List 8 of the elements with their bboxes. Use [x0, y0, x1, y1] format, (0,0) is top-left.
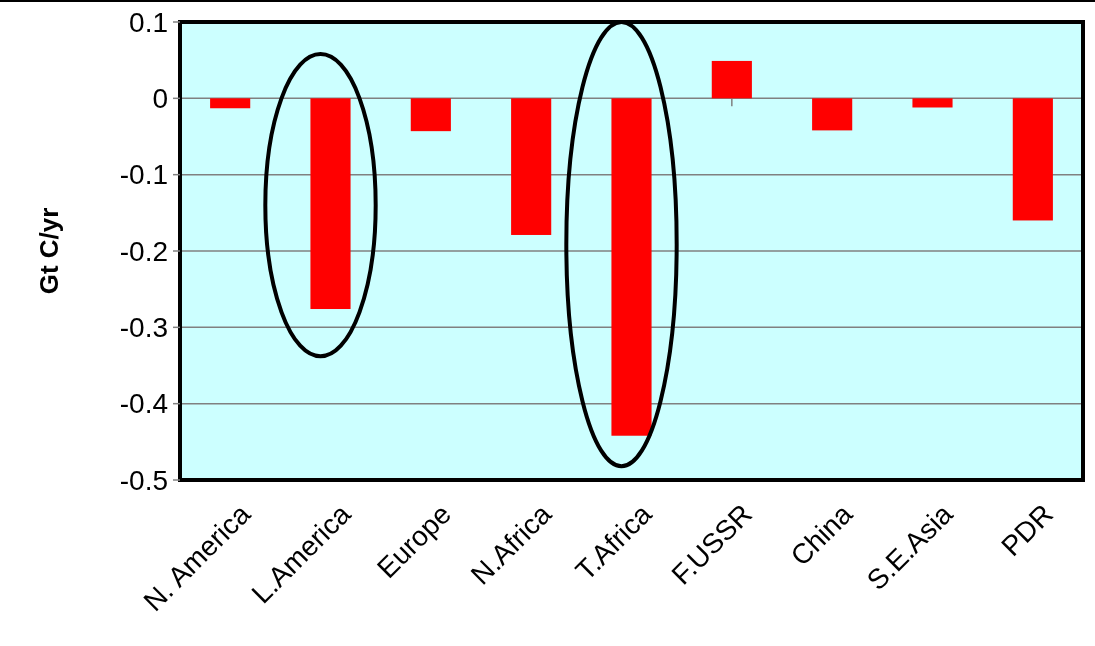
y-tick-label: -0.5 [119, 464, 168, 496]
y-tick-label: 0 [152, 83, 168, 115]
y-tick-label: 0.1 [129, 6, 168, 38]
y-tick-label: -0.3 [119, 312, 168, 344]
y-tick-label: -0.1 [119, 159, 168, 191]
y-axis-title: Gt C/yr [34, 207, 64, 295]
y-tick-label: -0.2 [119, 235, 168, 267]
y-tick-label: -0.4 [119, 388, 168, 420]
